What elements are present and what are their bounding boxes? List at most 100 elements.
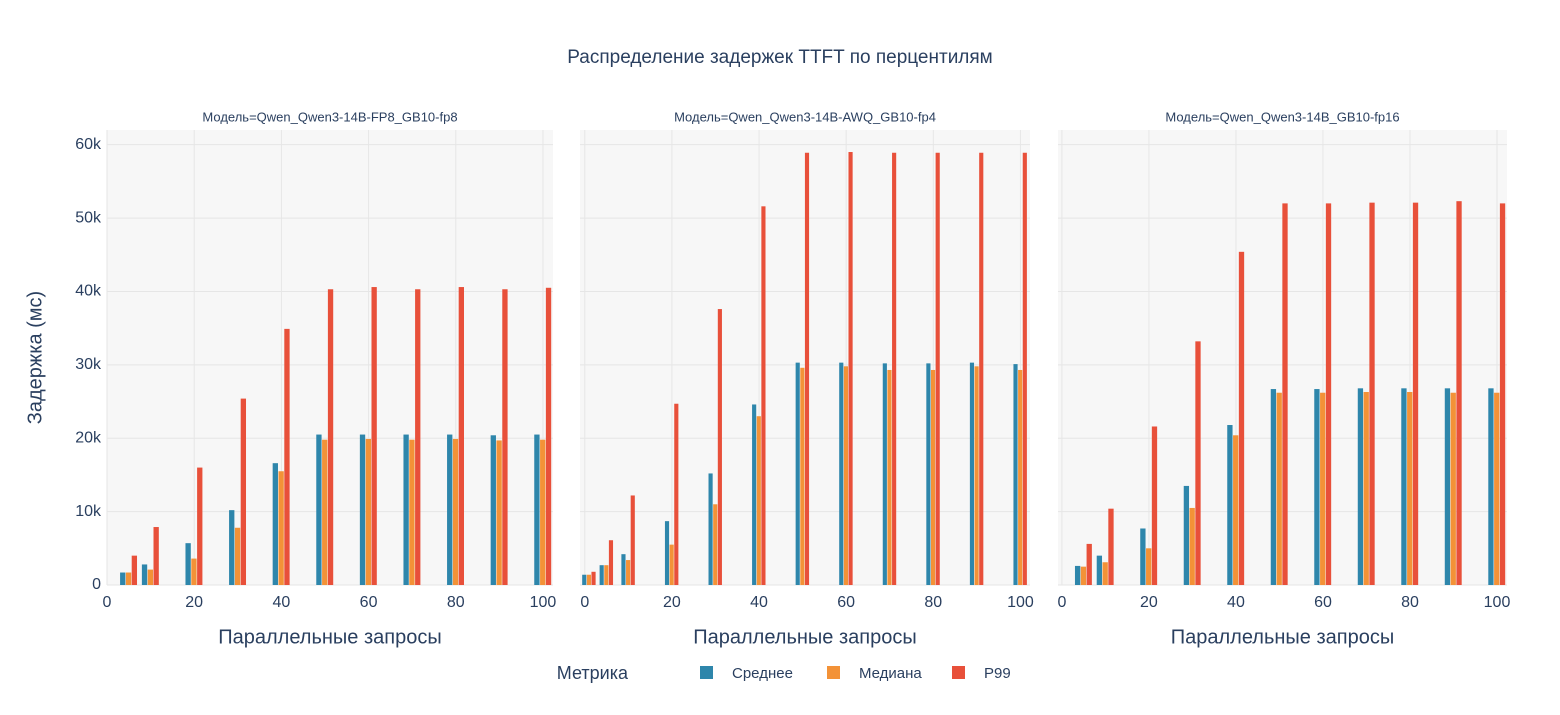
bar (1412, 202, 1419, 585)
x-tick-label: 80 (1401, 594, 1419, 611)
bar (545, 287, 552, 585)
x-tick-label: 0 (103, 594, 112, 611)
bar (240, 398, 247, 585)
bar (1456, 201, 1462, 585)
x-tick-label: 100 (530, 594, 557, 611)
bar (752, 404, 757, 585)
bar (502, 289, 508, 585)
bar (926, 363, 931, 585)
bar (974, 366, 979, 585)
bar (1022, 152, 1027, 585)
subplot-title: Модель=Qwen_Qwen3-14B-FP8_GB10-fp8 (202, 109, 457, 124)
bar (887, 369, 892, 585)
bar (125, 572, 132, 585)
x-tick-label: 80 (447, 594, 465, 611)
x-tick-label: 100 (1484, 594, 1511, 611)
bar (1325, 203, 1332, 586)
bar (1013, 364, 1018, 585)
y-tick-label: 40k (75, 283, 102, 300)
bar (1227, 425, 1233, 585)
x-tick-label: 40 (1227, 594, 1245, 611)
bar (713, 504, 718, 585)
x-tick-label: 100 (1007, 594, 1034, 611)
bar (1233, 435, 1239, 585)
legend-swatch (700, 666, 713, 679)
x-tick-label: 20 (663, 594, 681, 611)
bar (892, 152, 897, 585)
x-tick-label: 60 (1314, 594, 1332, 611)
bar (409, 439, 415, 585)
bar (1183, 485, 1190, 585)
bar (979, 152, 984, 585)
bar (674, 403, 679, 585)
bar (756, 416, 761, 585)
bar (153, 527, 159, 585)
bar (591, 571, 596, 585)
x-tick-label: 0 (1057, 594, 1066, 611)
bar (586, 574, 591, 585)
bar (1074, 565, 1081, 585)
bar (447, 434, 453, 585)
bar (1499, 203, 1506, 586)
bar (839, 362, 844, 585)
bar (1140, 528, 1146, 585)
x-tick-label: 60 (837, 594, 855, 611)
bar (316, 434, 322, 585)
bar (191, 558, 197, 585)
bar (804, 152, 810, 585)
bar (1488, 388, 1494, 585)
bar (717, 309, 722, 585)
bar (800, 367, 805, 585)
bar (120, 572, 126, 585)
bar (1086, 543, 1092, 585)
bar (490, 435, 496, 585)
bar (664, 521, 670, 585)
bar (843, 366, 848, 585)
bar (848, 152, 853, 586)
x-tick-label: 60 (360, 594, 378, 611)
bar (452, 438, 459, 585)
bar (882, 363, 887, 585)
bar (540, 439, 546, 585)
bar (327, 289, 334, 585)
bar (197, 467, 203, 585)
bar (599, 565, 604, 585)
x-tick-label: 0 (580, 594, 589, 611)
bar (458, 287, 464, 585)
x-tick-label: 20 (185, 594, 203, 611)
bar (621, 554, 626, 585)
y-tick-label: 50k (75, 209, 102, 226)
bar (1189, 507, 1195, 585)
legend-swatch (827, 666, 840, 679)
bar (1096, 555, 1103, 585)
bar (1369, 202, 1375, 585)
bar (185, 543, 191, 585)
bar (626, 560, 631, 585)
bar (1146, 548, 1152, 585)
bar (1314, 389, 1320, 585)
bar (1018, 369, 1023, 585)
bar (1102, 562, 1108, 585)
bar (1270, 389, 1277, 585)
bar (1282, 203, 1288, 586)
bar (229, 510, 235, 585)
y-tick-label: 10k (75, 503, 102, 520)
bar (234, 527, 241, 585)
bar (669, 544, 674, 585)
bar (147, 569, 154, 585)
bar (1407, 391, 1413, 585)
subplot-title: Модель=Qwen_Qwen3-14B_GB10-fp16 (1165, 109, 1399, 124)
bar (131, 555, 138, 585)
x-tick-label: 40 (750, 594, 768, 611)
x-tick-label: 20 (1140, 594, 1158, 611)
y-tick-label: 30k (75, 356, 102, 373)
x-axis-title: Параллельные запросы (1171, 626, 1394, 648)
bar (1320, 392, 1326, 585)
bar (708, 473, 713, 585)
bar (761, 206, 766, 586)
chart-title: Распределение задержек TTFT по перцентил… (567, 47, 993, 68)
bar (1401, 388, 1407, 585)
bar (1195, 341, 1201, 585)
y-tick-label: 60k (75, 136, 102, 153)
